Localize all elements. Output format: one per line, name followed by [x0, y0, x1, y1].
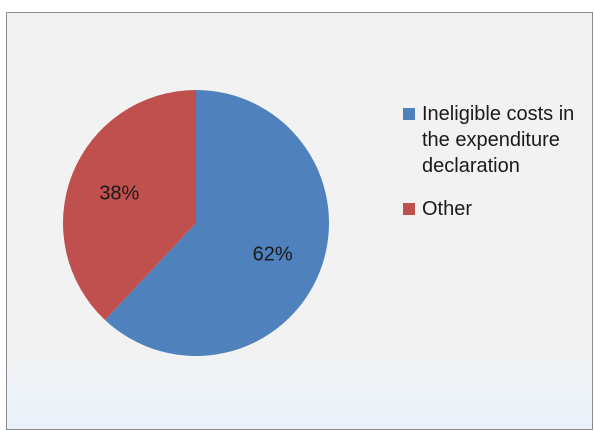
- data-label-ineligible-costs: 62%: [253, 243, 293, 265]
- legend-item-ineligible-costs: Ineligible costs in the expenditure decl…: [403, 101, 593, 179]
- legend-swatch-other: [403, 203, 415, 215]
- pie-slice-ineligible-costs: [104, 90, 330, 356]
- legend-label-other: Other: [422, 198, 473, 220]
- data-label-other: 38%: [99, 183, 139, 205]
- pie-slice-other: [63, 89, 196, 320]
- legend: Ineligible costs in the expenditure decl…: [403, 101, 593, 239]
- chart-area: 62% 38% Ineligible costs in the expenditu…: [6, 12, 593, 430]
- pie-chart: 62% 38%: [63, 89, 330, 356]
- legend-swatch-ineligible-costs: [403, 108, 415, 120]
- legend-label-ineligible-costs: Ineligible costs in the expenditure decl…: [422, 103, 575, 177]
- legend-item-other: Other: [403, 196, 593, 222]
